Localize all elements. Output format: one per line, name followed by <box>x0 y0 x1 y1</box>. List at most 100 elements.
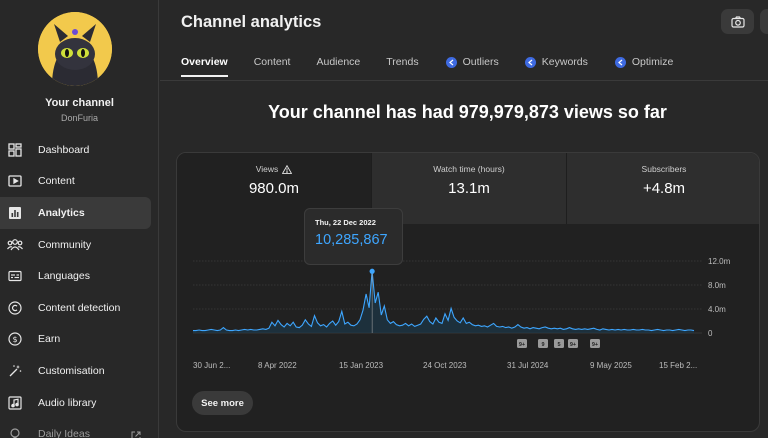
svg-text:$: $ <box>12 335 17 344</box>
community-icon <box>7 237 23 253</box>
video-marker-box <box>538 339 548 348</box>
views-chart[interactable]: 12.0m 8.0m 4.0m 0 9+ 9 5 9+ 9+ 30 Jun 2... 8 Apr 2… <box>177 248 760 378</box>
video-marker-label: 9+ <box>592 342 598 348</box>
metric-label-row: Watch time (hours) <box>372 164 566 174</box>
metric-value: 980.0m <box>248 180 300 197</box>
overview-card: Views 980.0m Watch time (hours) 13.1m Su… <box>176 152 760 432</box>
sidebar-nav: Dashboard Content Analytics Community La… <box>0 134 159 438</box>
sidebar-item-label: Community <box>38 238 92 251</box>
x-tick-label: 24 Oct 2023 <box>423 361 467 370</box>
tabs-divider <box>160 80 768 81</box>
tab-keywords[interactable]: Keywords <box>524 56 588 80</box>
analytics-tabs: Overview Content Audience Trends Outlier… <box>181 56 673 80</box>
tooltip-date: Thu, 22 Dec 2022 <box>315 218 376 227</box>
views-headline: Your channel has had 979,979,873 views s… <box>268 102 667 122</box>
sidebar: Your channel DonFuria Dashboard Content … <box>0 0 159 438</box>
metric-label: Views <box>255 164 279 174</box>
sidebar-item-label: Customisation <box>38 364 105 377</box>
channel-name: Your channel <box>45 97 114 109</box>
metric-value: 13.1m <box>448 180 490 197</box>
tab-label: Keywords <box>541 56 588 68</box>
sidebar-item-dashboard[interactable]: Dashboard <box>0 134 151 166</box>
video-marker-label: 5 <box>557 342 560 348</box>
x-tick-label: 9 May 2025 <box>590 361 632 370</box>
tab-label: Trends <box>386 56 419 68</box>
metric-label-row: Views <box>177 164 371 174</box>
video-marker[interactable]: 9+ <box>568 339 578 348</box>
spark-icon <box>445 57 457 68</box>
copyright-icon <box>7 300 23 316</box>
spark-icon <box>524 57 536 68</box>
page-title: Channel analytics <box>181 13 322 31</box>
sidebar-item-analytics[interactable]: Analytics <box>0 197 151 229</box>
views-line <box>193 271 695 332</box>
metric-tabs: Views 980.0m Watch time (hours) 13.1m Su… <box>177 153 759 224</box>
channel-avatar[interactable] <box>38 12 112 86</box>
header-action-button[interactable] <box>760 9 768 34</box>
tab-label: Optimize <box>631 56 674 68</box>
languages-icon <box>7 268 23 284</box>
metric-watch-time[interactable]: Watch time (hours) 13.1m <box>372 153 567 224</box>
sidebar-item-languages[interactable]: Languages <box>0 260 151 292</box>
sidebar-item-content-detection[interactable]: Content detection <box>0 292 151 324</box>
video-marker-box <box>568 339 578 348</box>
tab-label: Outliers <box>462 56 499 68</box>
metric-label-row: Subscribers <box>567 164 759 174</box>
screenshot-button[interactable] <box>721 9 754 34</box>
highlight-point[interactable] <box>369 268 375 274</box>
spark-icon <box>614 57 626 68</box>
video-marker-box <box>517 339 527 348</box>
x-tick-label: 30 Jun 2... <box>193 361 230 370</box>
video-marker[interactable]: 5 <box>554 339 564 348</box>
tab-overview[interactable]: Overview <box>181 56 228 80</box>
sidebar-item-label: Daily Ideas <box>38 428 90 438</box>
x-tick-label: 31 Jul 2024 <box>507 361 549 370</box>
tab-outliers[interactable]: Outliers <box>445 56 499 80</box>
tooltip-value: 10,285,867 <box>315 232 388 248</box>
sidebar-item-earn[interactable]: $ Earn <box>0 324 151 356</box>
sidebar-item-label: Audio library <box>38 396 97 409</box>
video-marker-box <box>554 339 564 348</box>
video-marker[interactable]: 9 <box>538 339 548 348</box>
y-tick-label: 0 <box>708 329 713 338</box>
y-tick-label: 4.0m <box>708 305 726 314</box>
sidebar-item-community[interactable]: Community <box>0 229 151 261</box>
see-more-button[interactable]: See more <box>192 391 253 415</box>
audio-library-icon <box>7 395 23 411</box>
y-tick-label: 8.0m <box>708 281 726 290</box>
tab-audience[interactable]: Audience <box>316 56 360 80</box>
sidebar-item-label: Analytics <box>38 206 85 219</box>
external-link-icon <box>131 428 141 438</box>
sidebar-item-label: Earn <box>38 333 61 346</box>
video-marker-label: 9 <box>541 342 544 348</box>
sidebar-item-daily-ideas[interactable]: Daily Ideas <box>0 418 151 438</box>
sidebar-item-audio-library[interactable]: Audio library <box>0 387 151 419</box>
metric-label: Subscribers <box>641 164 687 174</box>
x-tick-label: 15 Feb 2... <box>659 361 697 370</box>
x-tick-label: 15 Jan 2023 <box>339 361 384 370</box>
video-marker-label: 9+ <box>519 342 525 348</box>
analytics-icon <box>7 205 23 221</box>
sidebar-item-content[interactable]: Content <box>0 166 151 198</box>
earn-icon: $ <box>7 331 23 347</box>
sidebar-item-label: Dashboard <box>38 143 90 156</box>
sidebar-item-label: Content detection <box>38 301 121 314</box>
video-marker[interactable]: 9+ <box>517 339 527 348</box>
tab-label: Audience <box>316 56 361 68</box>
metric-subscribers[interactable]: Subscribers +4.8m <box>567 153 759 224</box>
tab-label: Overview <box>181 56 228 68</box>
dashboard-icon <box>7 142 23 158</box>
metric-value: +4.8m <box>642 180 686 197</box>
main-content: Channel analytics Overview Content Audie… <box>160 0 768 438</box>
x-tick-label: 8 Apr 2022 <box>258 361 297 370</box>
tab-trends[interactable]: Trends <box>386 56 418 80</box>
chart-tooltip: Thu, 22 Dec 2022 10,285,867 <box>304 208 403 265</box>
warning-icon[interactable] <box>282 164 293 174</box>
tab-content[interactable]: Content <box>254 56 291 80</box>
video-marker[interactable]: 9+ <box>590 339 600 348</box>
sidebar-item-customisation[interactable]: Customisation <box>0 355 151 387</box>
video-marker-box <box>590 339 600 348</box>
video-marker-label: 9+ <box>570 342 576 348</box>
tab-optimize[interactable]: Optimize <box>614 56 674 80</box>
sidebar-item-label: Languages <box>38 270 90 283</box>
